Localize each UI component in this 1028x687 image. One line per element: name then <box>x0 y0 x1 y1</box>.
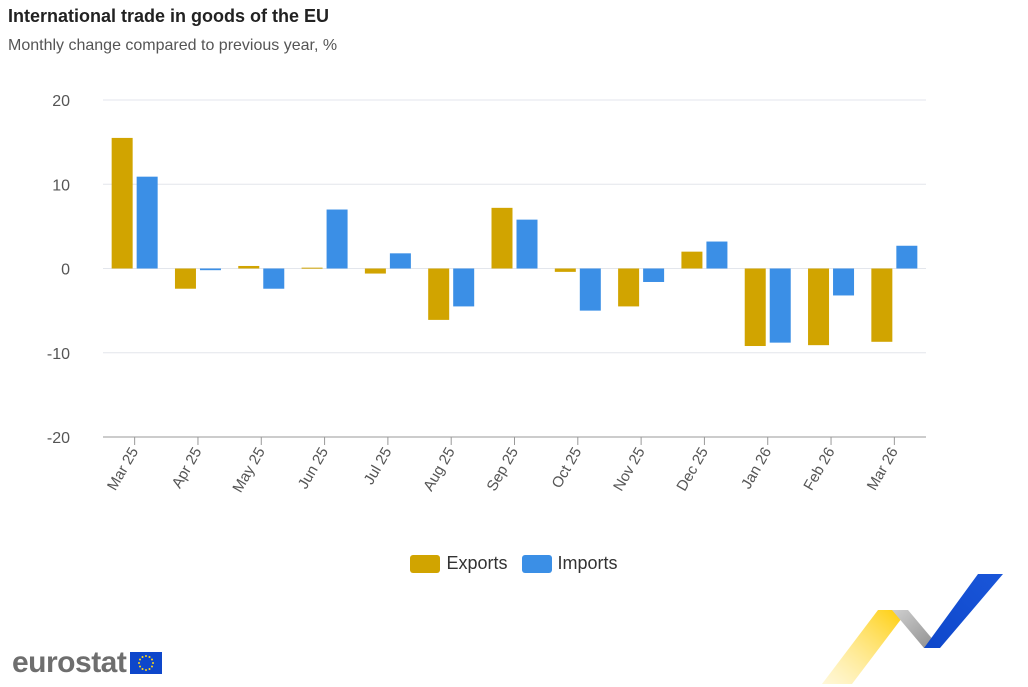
bar-imports-aug-25 <box>453 268 475 307</box>
x-tick-label: Feb 26 <box>800 445 838 494</box>
x-tick-label: Mar 25 <box>104 445 142 494</box>
legend-item-exports[interactable]: Exports <box>410 553 508 574</box>
x-tick-label: Jan 26 <box>738 445 775 493</box>
y-tick-label: -20 <box>47 430 70 447</box>
logo-text: eurostat <box>12 646 127 679</box>
x-tick-label: Aug 25 <box>420 445 458 495</box>
legend-item-imports[interactable]: Imports <box>521 553 618 574</box>
bar-exports-apr-25 <box>174 268 196 289</box>
x-tick-label: Jun 25 <box>295 445 332 493</box>
x-tick-label: Apr 25 <box>169 445 206 492</box>
legend-label-exports: Exports <box>446 553 508 573</box>
eurostat-logo: eurostat <box>12 646 163 680</box>
bar-imports-sep-25 <box>516 219 538 269</box>
bar-exports-mar-26 <box>871 268 893 342</box>
bar-exports-jul-25 <box>364 268 386 274</box>
legend-swatch-imports <box>521 554 552 573</box>
bar-imports-jul-25 <box>389 253 411 269</box>
y-tick-label: 0 <box>61 262 70 279</box>
legend-label-imports: Imports <box>557 553 618 573</box>
bar-exports-aug-25 <box>428 268 450 320</box>
bar-imports-jan-26 <box>769 268 791 343</box>
chart-subtitle: Monthly change compared to previous year… <box>8 37 338 54</box>
x-tick-label: Nov 25 <box>610 445 648 495</box>
x-tick-label: Dec 25 <box>673 445 711 495</box>
y-tick-label: -10 <box>47 346 70 363</box>
bar-imports-oct-25 <box>579 268 601 311</box>
bar-imports-mar-26 <box>896 245 918 269</box>
bar-exports-sep-25 <box>491 207 513 269</box>
x-tick-label: Sep 25 <box>483 445 521 495</box>
bar-exports-may-25 <box>238 265 260 269</box>
x-tick-label: Jul 25 <box>361 445 396 488</box>
bar-exports-nov-25 <box>618 268 640 307</box>
bar-exports-mar-25 <box>111 137 133 269</box>
bar-imports-dec-25 <box>706 241 728 269</box>
x-tick-label: May 25 <box>229 445 268 496</box>
bar-chart: 20 10 0 -10 -20 Mar 25 Apr 25 May 25 Jun 25 Jul 2… <box>47 93 926 496</box>
bar-exports-jan-26 <box>744 268 766 347</box>
y-tick-label: 10 <box>52 177 70 194</box>
y-tick-label: 20 <box>52 93 70 110</box>
chart-legend: Exports Imports <box>0 553 1028 574</box>
eu-flag-icon <box>130 652 163 674</box>
bar-exports-jun-25 <box>301 267 323 269</box>
legend-swatch-exports <box>410 554 441 573</box>
bar-imports-nov-25 <box>643 268 665 282</box>
bar-imports-feb-26 <box>833 268 855 296</box>
chart-title: International trade in goods of the EU <box>8 6 330 26</box>
bar-exports-feb-26 <box>808 268 830 346</box>
x-tick-label: Oct 25 <box>548 445 585 492</box>
bar-imports-may-25 <box>263 268 285 289</box>
bar-exports-oct-25 <box>554 268 576 272</box>
decorative-ribbon-icon <box>822 574 1003 684</box>
x-tick-label: Mar 26 <box>864 445 902 494</box>
bar-imports-mar-25 <box>136 176 158 269</box>
bar-exports-dec-25 <box>681 251 703 269</box>
bar-imports-jun-25 <box>326 209 348 269</box>
bar-imports-apr-25 <box>199 268 221 271</box>
